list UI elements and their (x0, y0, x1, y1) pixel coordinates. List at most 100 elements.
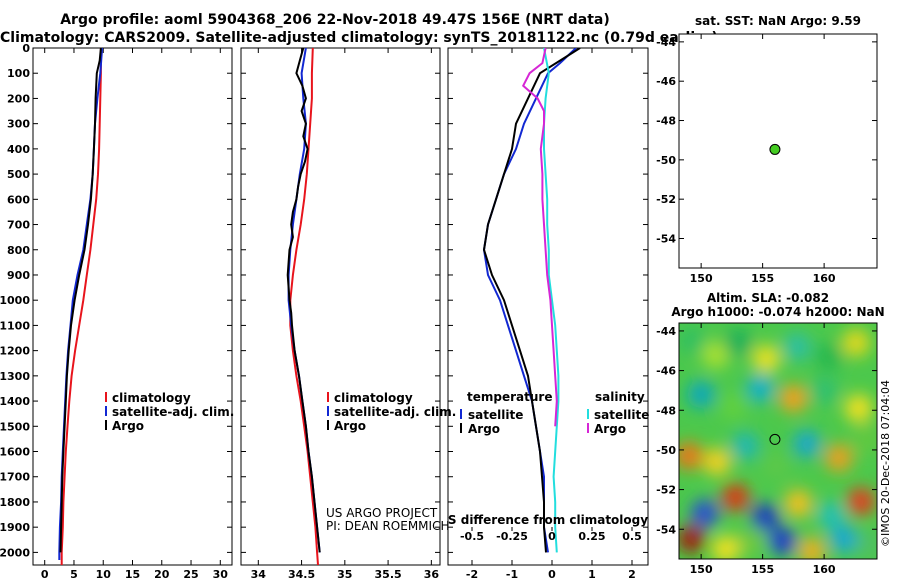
map-x-tick-label: 155 (751, 272, 774, 285)
depth-tick-label: 1100 (0, 319, 30, 332)
project-name: US ARGO PROJECT (326, 506, 438, 520)
legend-label: satellite (594, 408, 649, 422)
x-tick-label: 20 (154, 568, 170, 580)
map-y-tick-label: -46 (656, 75, 676, 88)
map-y-tick-label: -50 (656, 444, 676, 457)
heatmap-cell (797, 537, 826, 559)
heatmap-cell (842, 328, 871, 357)
figure-title-line1: Argo profile: aoml 5904368_206 22-Nov-20… (60, 12, 610, 28)
x-tick-label: 0 (41, 568, 49, 580)
heatmap-cell (824, 443, 853, 472)
s-tick-label: 0.5 (622, 530, 642, 543)
heatmap-cell (679, 525, 706, 554)
map-x-tick-label: 155 (751, 563, 774, 576)
s-axis-label: S difference from climatology (448, 513, 648, 527)
legend-label: Argo (468, 422, 500, 436)
depth-tick-label: 700 (7, 219, 30, 232)
depth-tick-label: 1500 (0, 420, 30, 433)
legend-label: Argo (334, 419, 366, 433)
heatmap-cell (779, 384, 808, 413)
x-tick-label: 5 (70, 568, 78, 580)
heatmap-cell (847, 487, 876, 516)
depth-tick-label: 100 (7, 67, 30, 80)
heatmap-cell (784, 489, 813, 518)
depth-tick-label: 300 (7, 118, 30, 131)
x-tick-label: 10 (96, 568, 112, 580)
sla_map-panel: 150 155 160 -44 -46 -48 -50 -52 -54 (656, 322, 878, 576)
heatmap-cell (829, 525, 858, 554)
heatmap-blobs (679, 326, 877, 559)
x-tick-label: -2 (466, 568, 478, 580)
heatmap-cell (817, 501, 846, 530)
salinity-frame (240, 47, 441, 566)
s-tick-label: 0.25 (578, 530, 605, 543)
heatmap-cell (751, 503, 780, 532)
map-y-tick-label: -52 (656, 193, 676, 206)
depth-tick-label: 1000 (0, 294, 30, 307)
difference-panel: -2-1012T difference from climatology (447, 47, 649, 580)
s-tick-label: 0 (548, 530, 556, 543)
x-tick-label: 34 (251, 568, 267, 580)
x-tick-label: 0 (548, 568, 556, 580)
depth-tick-label: 0 (22, 42, 30, 55)
s-tick-label: -0.5 (460, 530, 484, 543)
x-tick-label: 35 (337, 568, 352, 580)
profile-location-marker (769, 433, 781, 445)
legend-label: satellite-adj. clim. (334, 405, 456, 419)
sst_map-panel: 150 155 160 -44 -46 -48 -50 -52 -54 (656, 33, 878, 285)
x-tick-label: 25 (183, 568, 198, 580)
heatmap-cell (810, 376, 839, 405)
heatmap-cell (679, 441, 703, 470)
x-tick-label: 15 (125, 568, 140, 580)
map-x-tick-label: 160 (813, 272, 836, 285)
map-y-tick-label: -54 (656, 523, 676, 536)
map-x-tick-label: 150 (690, 272, 713, 285)
map-y-tick-label: -52 (656, 484, 676, 497)
x-tick-label: 34.5 (288, 568, 315, 580)
heatmap-cell (690, 499, 719, 528)
map-y-tick-label: -46 (656, 365, 676, 378)
map-y-tick-label: -50 (656, 154, 676, 167)
heatmap-cell (783, 332, 812, 361)
sla-map-title-line1: Altim. SLA: -0.082 (707, 291, 829, 305)
depth-tick-label: 200 (7, 92, 30, 105)
heatmap-cell (762, 451, 791, 480)
legend-label: satellite (468, 408, 523, 422)
legend-heading-salinity: salinity (595, 390, 645, 404)
map-frame (678, 33, 878, 269)
profile-panels: 0100200300400500600700800900100011001200… (0, 42, 649, 580)
depth-tick-label: 2000 (0, 546, 30, 559)
map-y-tick-label: -44 (656, 325, 676, 338)
x-tick-label: 1 (588, 568, 596, 580)
depth-tick-label: 1300 (0, 370, 30, 383)
heatmap-cell (738, 527, 767, 556)
heatmap-cell (746, 374, 775, 403)
legend-label: satellite-adj. clim. (112, 405, 234, 419)
series-line-T-argo (482, 48, 581, 553)
temperature-frame (32, 47, 233, 566)
map-panels: 150 155 160 -44 -46 -48 -50 -52 -54 sat. SST: NaN… (656, 14, 892, 576)
heatmap-cell (679, 326, 707, 355)
depth-tick-label: 400 (7, 143, 30, 156)
depth-tick-label: 800 (7, 244, 30, 257)
map-x-tick-label: 160 (813, 563, 836, 576)
x-tick-label: 30 (213, 568, 229, 580)
series-line-argo (59, 48, 102, 553)
map-y-tick-label: -54 (656, 233, 676, 246)
heatmap-cell (701, 340, 730, 369)
imos-watermark: ©IMOS 20-Dec-2018 07:04:04 (879, 380, 892, 547)
heatmap-cell (719, 392, 748, 421)
sst-map-title: sat. SST: NaN Argo: 9.59 (695, 14, 861, 28)
map-x-tick-label: 150 (690, 563, 713, 576)
series-line-S-argo (521, 48, 558, 427)
map-y-tick-label: -48 (656, 115, 676, 128)
depth-tick-label: 1400 (0, 395, 30, 408)
heatmap-cell (792, 429, 821, 458)
heatmap-cell (855, 531, 877, 559)
series-line-argo (286, 48, 321, 553)
legend-label: climatology (334, 391, 413, 405)
